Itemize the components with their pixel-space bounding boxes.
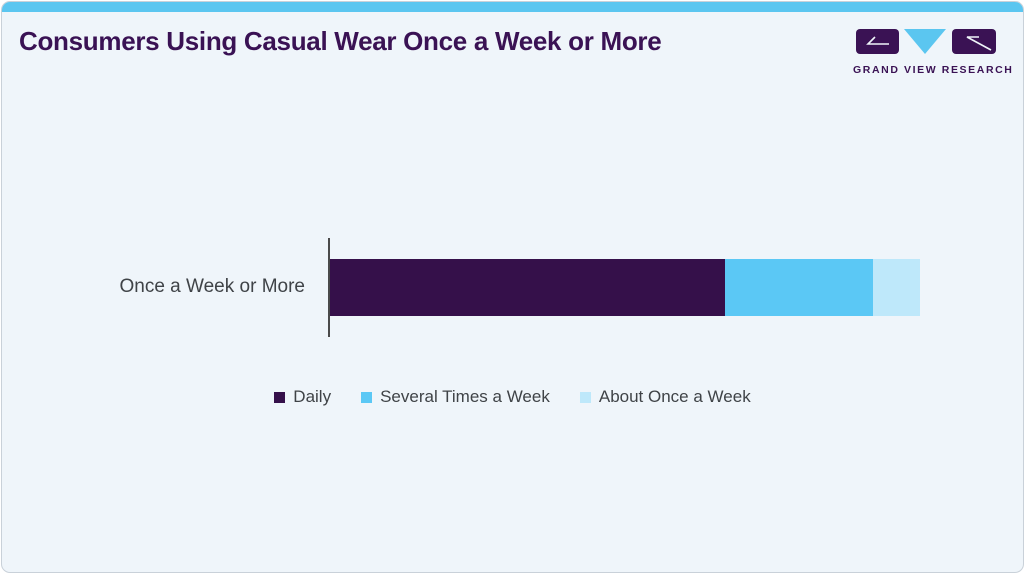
legend: Daily Several Times a Week About Once a We… bbox=[2, 387, 1023, 407]
top-accent-bar bbox=[2, 2, 1023, 12]
bar-segment-several-times-a-week bbox=[725, 259, 873, 316]
legend-item-several-times-a-week: Several Times a Week bbox=[361, 387, 550, 407]
legend-item-daily: Daily bbox=[274, 387, 331, 407]
legend-swatch bbox=[361, 391, 373, 403]
stacked-bar bbox=[330, 259, 920, 316]
legend-label: Daily bbox=[293, 387, 332, 406]
category-label: Once a Week or More bbox=[119, 276, 305, 297]
gvr-logo: GRAND VIEW RESEARCH bbox=[853, 28, 1014, 76]
legend-swatch bbox=[274, 391, 286, 403]
gvr-logo-text: GRAND VIEW RESEARCH bbox=[853, 64, 1014, 76]
legend-swatch bbox=[579, 391, 591, 403]
legend-label: About Once a Week bbox=[598, 387, 751, 406]
bar-segment-daily bbox=[330, 259, 726, 316]
gvr-logo-icon bbox=[856, 29, 996, 54]
legend-label: Several Times a Week bbox=[380, 387, 550, 406]
y-axis-line bbox=[328, 238, 330, 337]
page-title: Consumers Using Casual Wear Once a Week … bbox=[19, 26, 662, 56]
bar-segment-about-once-a-week bbox=[872, 259, 920, 316]
legend-item-about-once-a-week: About Once a Week bbox=[579, 387, 751, 407]
